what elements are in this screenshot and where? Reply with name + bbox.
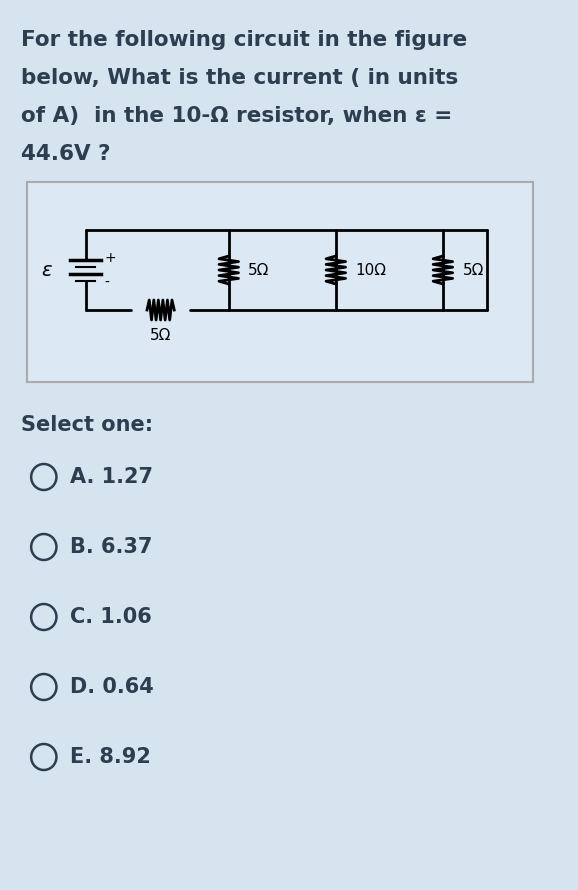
Text: A. 1.27: A. 1.27	[70, 467, 153, 487]
Text: E. 8.92: E. 8.92	[70, 747, 151, 767]
Text: 44.6V ?: 44.6V ?	[21, 144, 111, 164]
Text: below, What is the current ( in units: below, What is the current ( in units	[21, 68, 459, 88]
Text: For the following circuit in the figure: For the following circuit in the figure	[21, 30, 468, 50]
Text: of A)  in the 10-Ω resistor, when ε =: of A) in the 10-Ω resistor, when ε =	[21, 106, 453, 126]
Text: ε: ε	[41, 261, 51, 279]
Text: +: +	[104, 250, 116, 264]
Text: 5Ω: 5Ω	[462, 263, 484, 278]
FancyBboxPatch shape	[27, 182, 533, 382]
Text: C. 1.06: C. 1.06	[70, 607, 152, 627]
Text: 5Ω: 5Ω	[150, 328, 171, 343]
Text: 10Ω: 10Ω	[355, 263, 386, 278]
Text: B. 6.37: B. 6.37	[70, 537, 153, 557]
Text: Select one:: Select one:	[21, 415, 154, 435]
Text: -: -	[104, 276, 109, 289]
Text: 5Ω: 5Ω	[248, 263, 269, 278]
Text: D. 0.64: D. 0.64	[70, 677, 154, 697]
